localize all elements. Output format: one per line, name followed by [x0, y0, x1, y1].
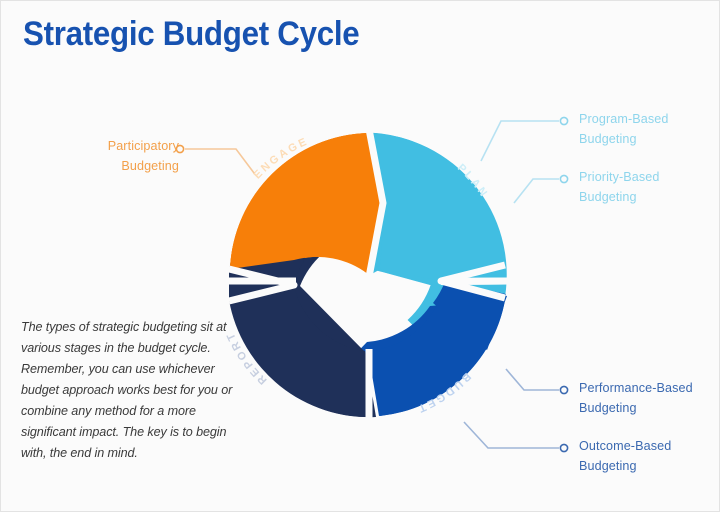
connector-priority — [513, 174, 569, 204]
callout-label-priority: Priority-Based Budgeting — [579, 170, 660, 204]
connector-participatory — [175, 144, 255, 174]
explanatory-note: The types of strategic budgeting sit at … — [21, 320, 233, 460]
connector-dot-program — [559, 116, 569, 126]
connector-outcome — [463, 421, 569, 453]
page-title: Strategic Budget Cycle — [23, 15, 360, 53]
segment-separators — [225, 128, 510, 421]
connector-performance — [505, 368, 569, 395]
connector-dot-priority — [559, 174, 569, 184]
connector-dot-performance — [559, 385, 569, 395]
callout-label-performance: Performance-Based Budgeting — [579, 381, 693, 415]
connector-program — [480, 116, 569, 162]
connector-dot-outcome — [559, 443, 569, 453]
callout-label-program: Program-Based Budgeting — [579, 112, 669, 146]
callout-label-outcome: Outcome-Based Budgeting — [579, 439, 672, 473]
callout-label-participatory: Participatory Budgeting — [107, 139, 179, 173]
budget-cycle-donut-chart: PLAN BUDGET REPORT — [224, 128, 510, 421]
connector-dot-participatory — [175, 144, 185, 154]
